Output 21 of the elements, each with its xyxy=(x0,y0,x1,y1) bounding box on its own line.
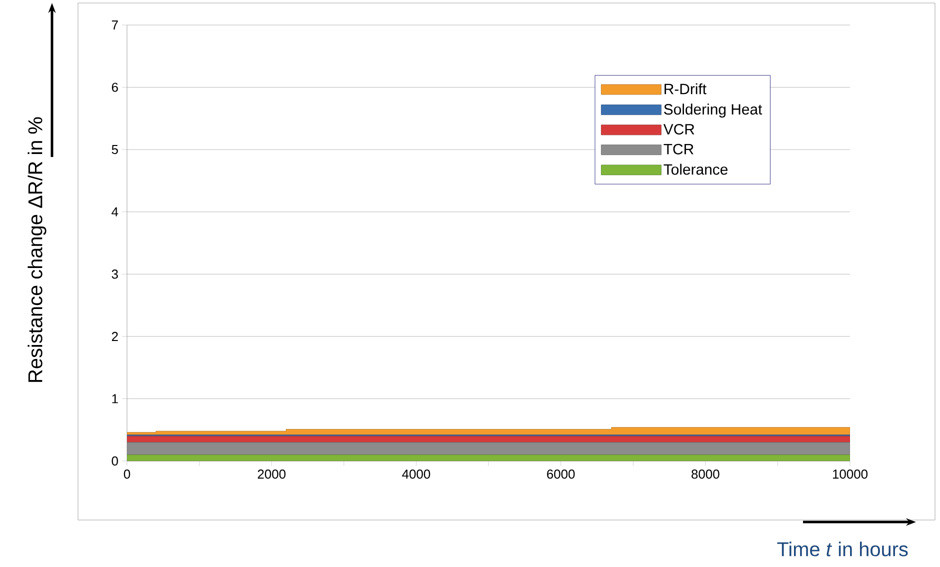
legend-label: R-Drift xyxy=(664,83,706,94)
y-tick-label: 7 xyxy=(112,20,118,30)
legend-label: Soldering Heat xyxy=(664,104,762,118)
x-tick-label: 6000 xyxy=(547,470,575,479)
legend-label: Tolerance xyxy=(664,164,728,175)
y-tick-label: 2 xyxy=(112,332,118,341)
y-tick-label: 5 xyxy=(112,145,118,154)
y-tick-label: 4 xyxy=(112,207,118,216)
y-tick-label: 3 xyxy=(112,270,118,279)
y-tick-label: 1 xyxy=(112,394,118,404)
x-tick-label: 0 xyxy=(124,470,130,479)
y-tick-label: 0 xyxy=(112,456,118,466)
legend-label: VCR xyxy=(663,124,694,135)
x-axis-title: Time t in hours xyxy=(777,542,908,556)
y-axis-title: Resistance change ΔR/R in % xyxy=(28,117,46,382)
legend-label: TCR xyxy=(664,144,694,154)
y-tick-label: 6 xyxy=(112,82,118,92)
x-tick-label: 2000 xyxy=(258,470,286,479)
x-tick-label: 10000 xyxy=(832,470,868,479)
x-tick-label: 4000 xyxy=(402,470,430,479)
x-tick-label: 8000 xyxy=(692,470,720,479)
